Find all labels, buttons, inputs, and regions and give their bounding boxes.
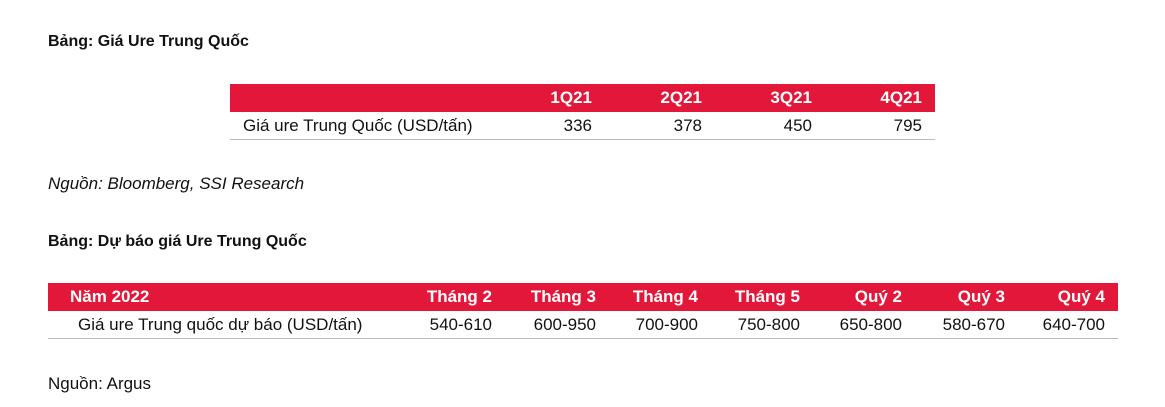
value-cell: 450	[702, 112, 812, 140]
column-header: 3Q21	[702, 84, 812, 112]
data-row: Giá ure Trung Quốc (USD/tấn) 336 378 450 795	[230, 112, 935, 140]
value-cell: 750-800	[698, 311, 800, 339]
value-cell: 700-900	[596, 311, 698, 339]
column-header: Quý 2	[800, 283, 902, 311]
value-cell: 650-800	[800, 311, 902, 339]
column-header: 2Q21	[592, 84, 702, 112]
value-cell: 640-700	[1005, 311, 1118, 339]
value-cell: 336	[482, 112, 592, 140]
column-header: Tháng 4	[596, 283, 698, 311]
column-header: 4Q21	[812, 84, 935, 112]
column-header: Tháng 2	[390, 283, 492, 311]
value-cell: 378	[592, 112, 702, 140]
header-row: 1Q21 2Q21 3Q21 4Q21	[230, 84, 935, 112]
column-header: Tháng 5	[698, 283, 800, 311]
source-note: Nguồn: Bloomberg, SSI Research	[48, 174, 305, 193]
header-row: Năm 2022 Tháng 2 Tháng 3 Tháng 4 Tháng 5 Quý …	[48, 283, 1118, 311]
column-header: Quý 4	[1005, 283, 1118, 311]
row-label: Giá ure Trung quốc dự báo (USD/tấn)	[48, 311, 390, 339]
header-cell	[230, 84, 482, 112]
header-cell: Năm 2022	[48, 283, 390, 311]
source-note: Nguồn: Argus	[48, 374, 152, 393]
table-title: Bảng: Dự báo giá Ure Trung Quốc	[48, 233, 307, 250]
price-table: 1Q21 2Q21 3Q21 4Q21 Giá ure Trung Quốc (USD…	[230, 84, 935, 140]
row-label: Giá ure Trung Quốc (USD/tấn)	[230, 112, 482, 140]
column-header: Tháng 3	[492, 283, 596, 311]
forecast-table: Năm 2022 Tháng 2 Tháng 3 Tháng 4 Tháng 5 Quý …	[48, 283, 1118, 339]
value-cell: 795	[812, 112, 935, 140]
table-title: Bảng: Giá Ure Trung Quốc	[48, 33, 249, 50]
value-cell: 540-610	[390, 311, 492, 339]
column-header: 1Q21	[482, 84, 592, 112]
value-cell: 600-950	[492, 311, 596, 339]
value-cell: 580-670	[902, 311, 1005, 339]
column-header: Quý 3	[902, 283, 1005, 311]
data-row: Giá ure Trung quốc dự báo (USD/tấn) 540-6…	[48, 311, 1118, 339]
